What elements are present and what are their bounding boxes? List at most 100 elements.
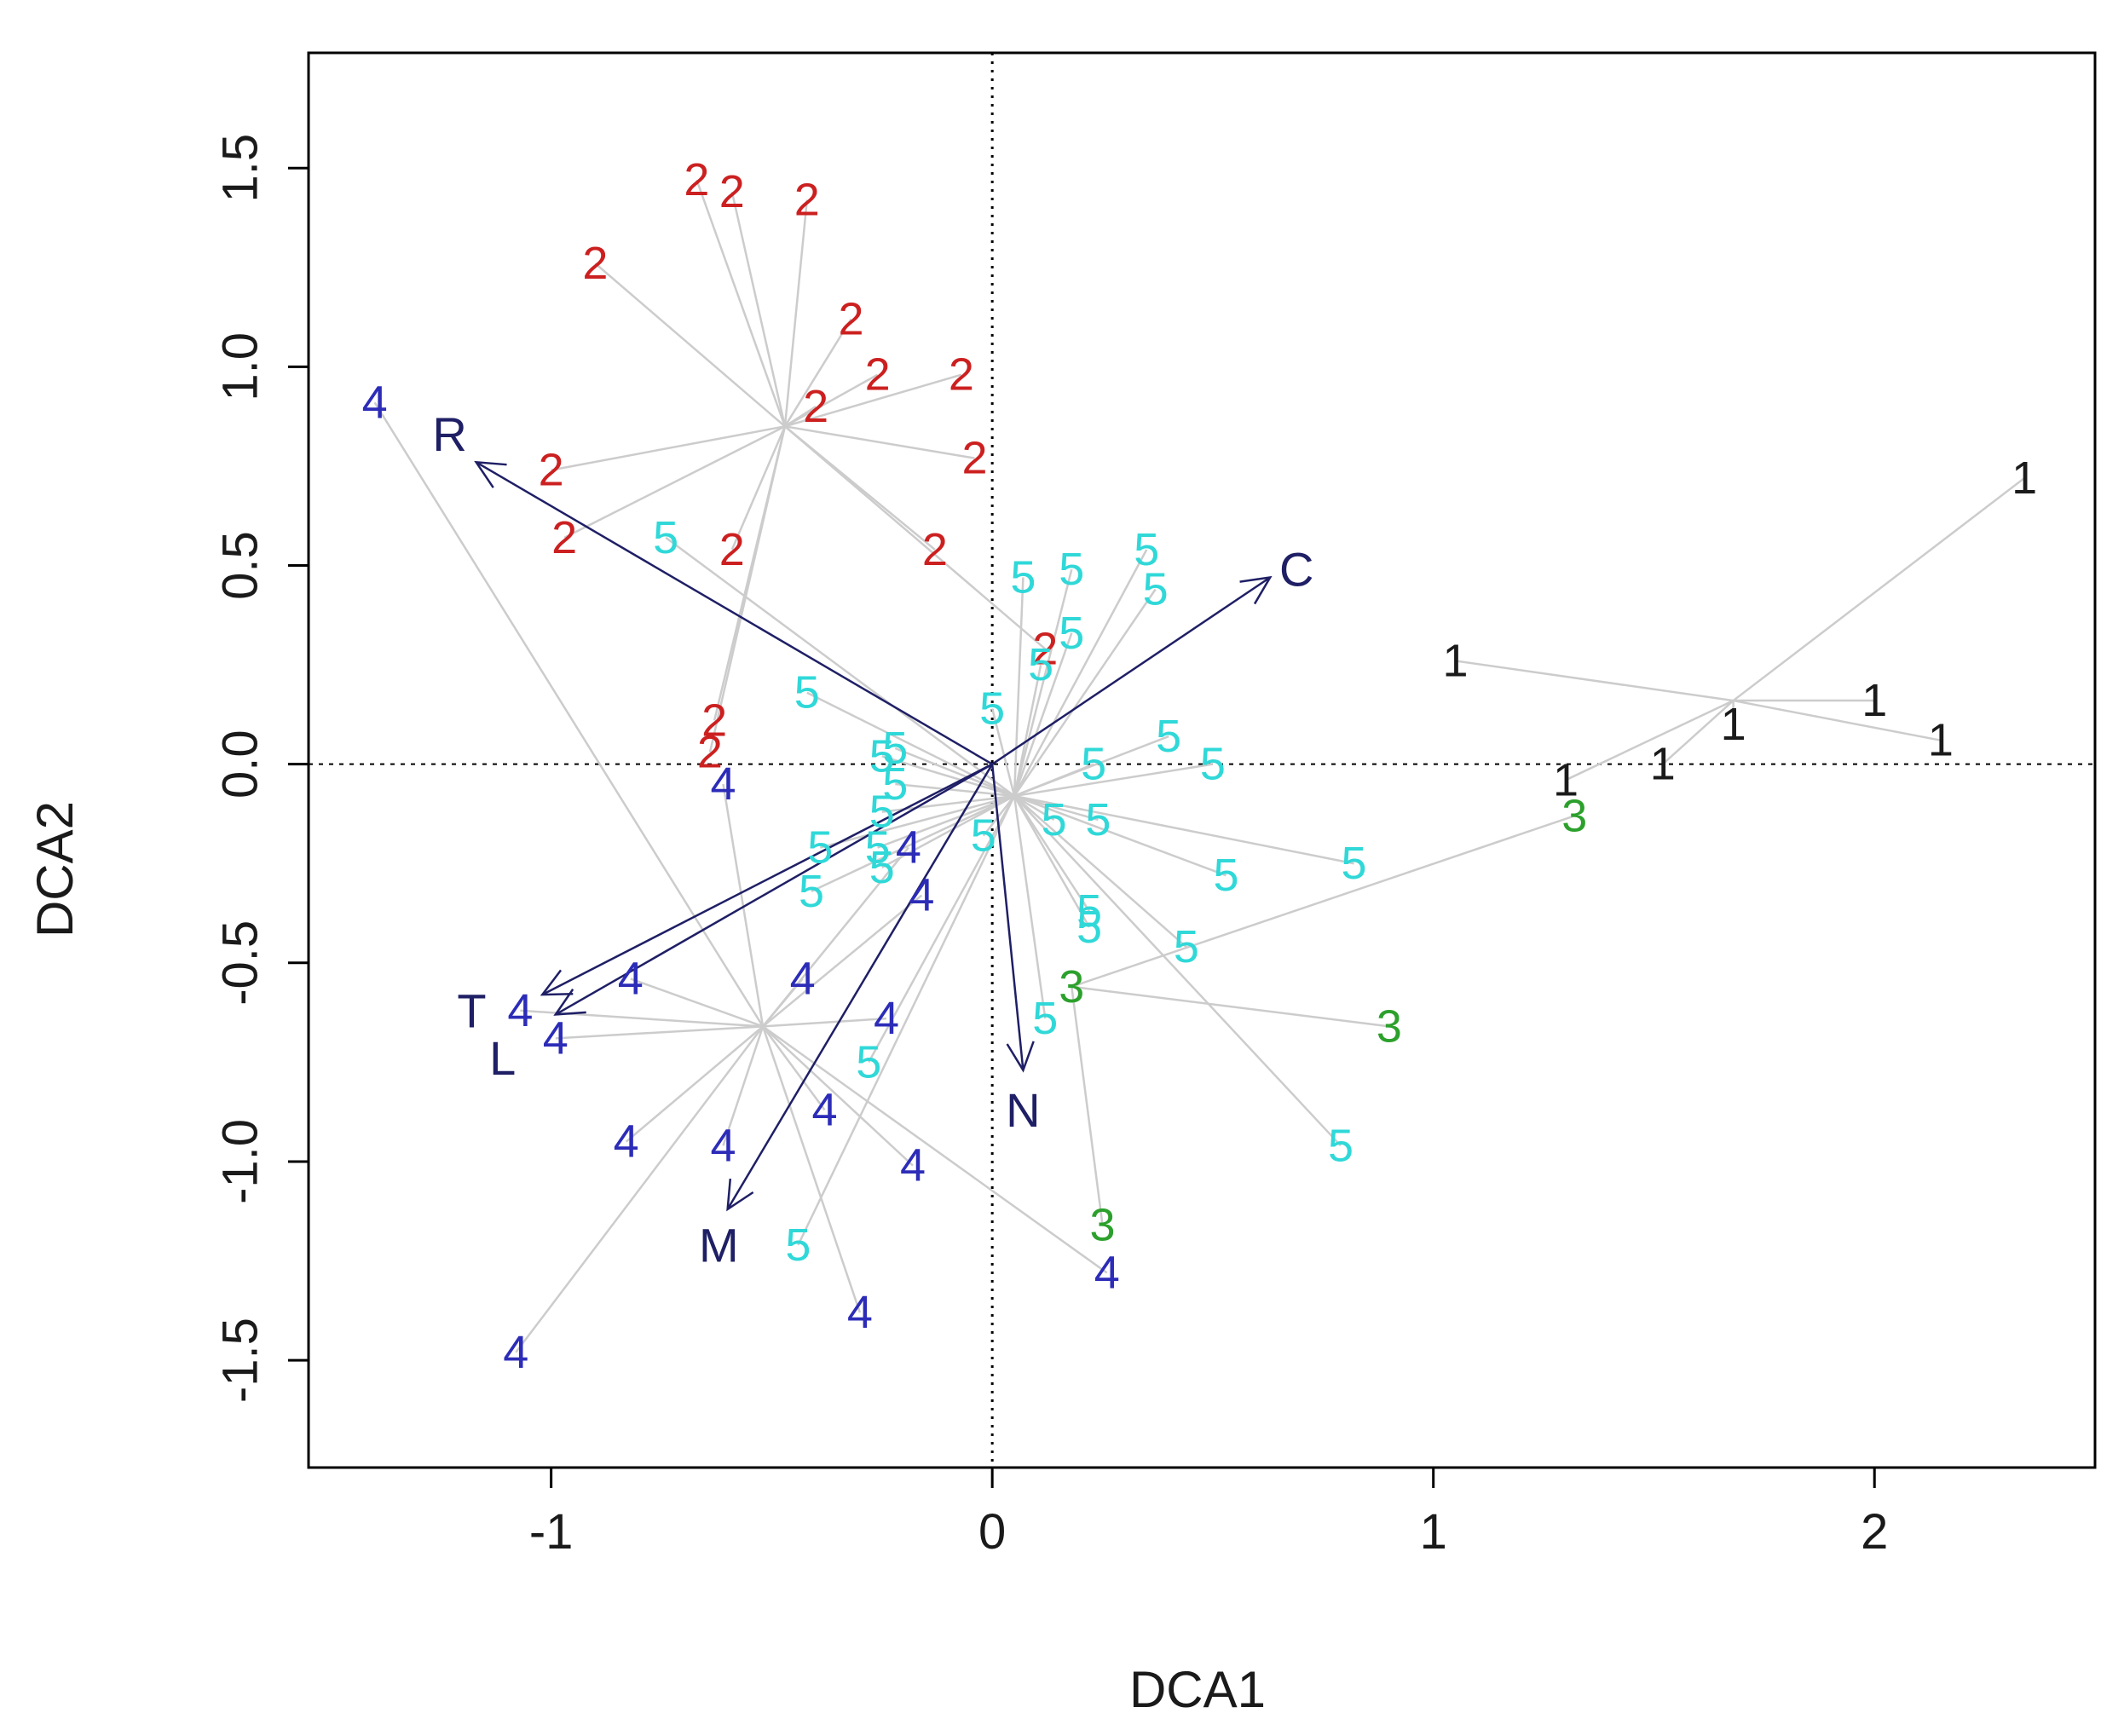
point-group-5: 5 xyxy=(1174,921,1199,972)
x-axis: -1 0 1 2 xyxy=(529,1468,1888,1560)
spider-line-group-4 xyxy=(762,1025,1108,1274)
point-group-5: 5 xyxy=(794,667,820,718)
spider-line-group-5 xyxy=(1013,795,1091,912)
spider-line-group-2 xyxy=(783,318,852,427)
point-group-5: 5 xyxy=(1076,902,1102,953)
vector-shaft-N xyxy=(990,764,1024,1070)
point-group-4: 4 xyxy=(790,953,816,1004)
point-group-4: 4 xyxy=(543,1012,569,1064)
vector-head-T xyxy=(540,969,574,996)
point-group-5: 5 xyxy=(785,1220,811,1271)
point-group-5: 5 xyxy=(1200,739,1226,790)
point-group-2: 2 xyxy=(1032,623,1058,674)
point-group-5: 5 xyxy=(1342,838,1367,889)
point-group-5: 5 xyxy=(1059,608,1084,659)
spider-line-group-5 xyxy=(881,794,1015,868)
spider-line-group-4 xyxy=(630,978,764,1028)
vector-label-N: N xyxy=(1006,1083,1040,1137)
spider-line-group-2 xyxy=(551,425,786,471)
spider-line-group-4 xyxy=(761,1026,862,1313)
point-group-4: 4 xyxy=(614,1116,639,1168)
spider-line-group-2 xyxy=(695,179,787,427)
point-group-2: 2 xyxy=(582,238,608,289)
spider-line-group-1 xyxy=(1455,660,1734,702)
spider-line-group-1 xyxy=(1565,699,1734,781)
point-group-5: 5 xyxy=(807,822,833,874)
vector-head-R xyxy=(474,460,507,488)
point-group-5: 5 xyxy=(869,787,895,838)
x-tick-label: -1 xyxy=(529,1504,574,1560)
spider-line-group-2 xyxy=(708,426,787,753)
spider-line-group-3 xyxy=(1071,815,1575,988)
point-group-5: 5 xyxy=(1042,794,1067,845)
spider-line-group-5 xyxy=(1013,794,1099,822)
spider-line-group-5 xyxy=(1013,549,1148,797)
point-group-4: 4 xyxy=(710,758,736,810)
point-group-5: 5 xyxy=(1213,850,1238,901)
point-group-2: 2 xyxy=(701,695,727,746)
point-group-1: 1 xyxy=(1650,739,1676,790)
spider-line-group-4 xyxy=(762,894,923,1028)
spider-line-group-4 xyxy=(722,783,765,1027)
y-tick-label: 0.5 xyxy=(213,531,268,600)
point-group-1: 1 xyxy=(2011,453,2037,504)
spider-line-group-5 xyxy=(1013,795,1047,1019)
point-group-4: 4 xyxy=(874,993,899,1044)
point-group-5: 5 xyxy=(869,730,895,781)
spider-line-group-5 xyxy=(1013,568,1073,797)
spider-line-group-2 xyxy=(594,262,786,428)
plot-frame xyxy=(307,51,2097,1469)
spider-line-group-5 xyxy=(1013,794,1354,865)
point-group-5: 5 xyxy=(882,723,908,774)
vector-shaft-L xyxy=(555,763,993,1016)
spider-line-group-4 xyxy=(625,1025,764,1143)
point-group-3: 3 xyxy=(1377,1001,1402,1052)
point-group-5: 5 xyxy=(856,1036,881,1087)
point-group-2: 2 xyxy=(539,445,564,496)
vector-arrow-N xyxy=(990,764,1035,1073)
spider-line-group-4 xyxy=(722,1026,765,1146)
spider-line-group-5 xyxy=(665,536,1015,797)
y-tick-label: -0.5 xyxy=(213,920,268,1006)
y-tick-label: 1.5 xyxy=(213,134,268,203)
spider-line-group-2 xyxy=(783,199,809,427)
point-group-1: 1 xyxy=(1443,635,1469,686)
spider-line-group-5 xyxy=(797,795,1016,1246)
point-group-2: 2 xyxy=(794,175,820,226)
spider-line-group-4 xyxy=(762,978,804,1028)
spider-line-group-5 xyxy=(1013,795,1187,949)
spider-line-group-5 xyxy=(877,794,1015,849)
vector-arrow-M xyxy=(726,764,994,1212)
spider-line-group-5 xyxy=(1013,577,1024,797)
point-group-2: 2 xyxy=(719,166,745,217)
spider-line-group-5 xyxy=(881,755,1015,798)
point-group-5: 5 xyxy=(971,810,996,862)
point-group-3: 3 xyxy=(1090,1200,1116,1251)
vector-head-L xyxy=(553,989,586,1016)
point-group-2: 2 xyxy=(865,349,891,401)
point-group-5: 5 xyxy=(1143,563,1169,614)
spider-line-group-4 xyxy=(373,401,765,1028)
y-axis: -1.5 -1.0 -0.5 0.0 0.5 1.0 1.5 xyxy=(213,134,309,1403)
point-group-1: 1 xyxy=(1553,754,1579,805)
point-group-5: 5 xyxy=(979,683,1005,734)
vector-arrow-L xyxy=(553,763,993,1016)
point-group-5: 5 xyxy=(1156,711,1181,762)
vector-shaft-R xyxy=(476,461,993,765)
point-group-4: 4 xyxy=(909,870,934,921)
point-group-4: 4 xyxy=(503,1327,528,1378)
vector-arrow-C xyxy=(991,575,1273,765)
vector-shaft-C xyxy=(991,576,1271,765)
point-group-2: 2 xyxy=(949,349,974,401)
point-group-5: 5 xyxy=(1134,524,1159,575)
spider-line-group-2 xyxy=(563,425,786,539)
reference-lines xyxy=(309,53,2095,1468)
point-group-2: 2 xyxy=(697,727,723,778)
spider-line-group-4 xyxy=(555,1025,764,1040)
point-group-5: 5 xyxy=(1328,1120,1353,1171)
point-group-3: 3 xyxy=(1561,790,1587,841)
spider-line-group-4 xyxy=(762,1025,914,1167)
point-group-4: 4 xyxy=(811,1084,837,1135)
point-group-4: 4 xyxy=(896,822,921,874)
y-tick-label: 1.0 xyxy=(213,332,268,401)
